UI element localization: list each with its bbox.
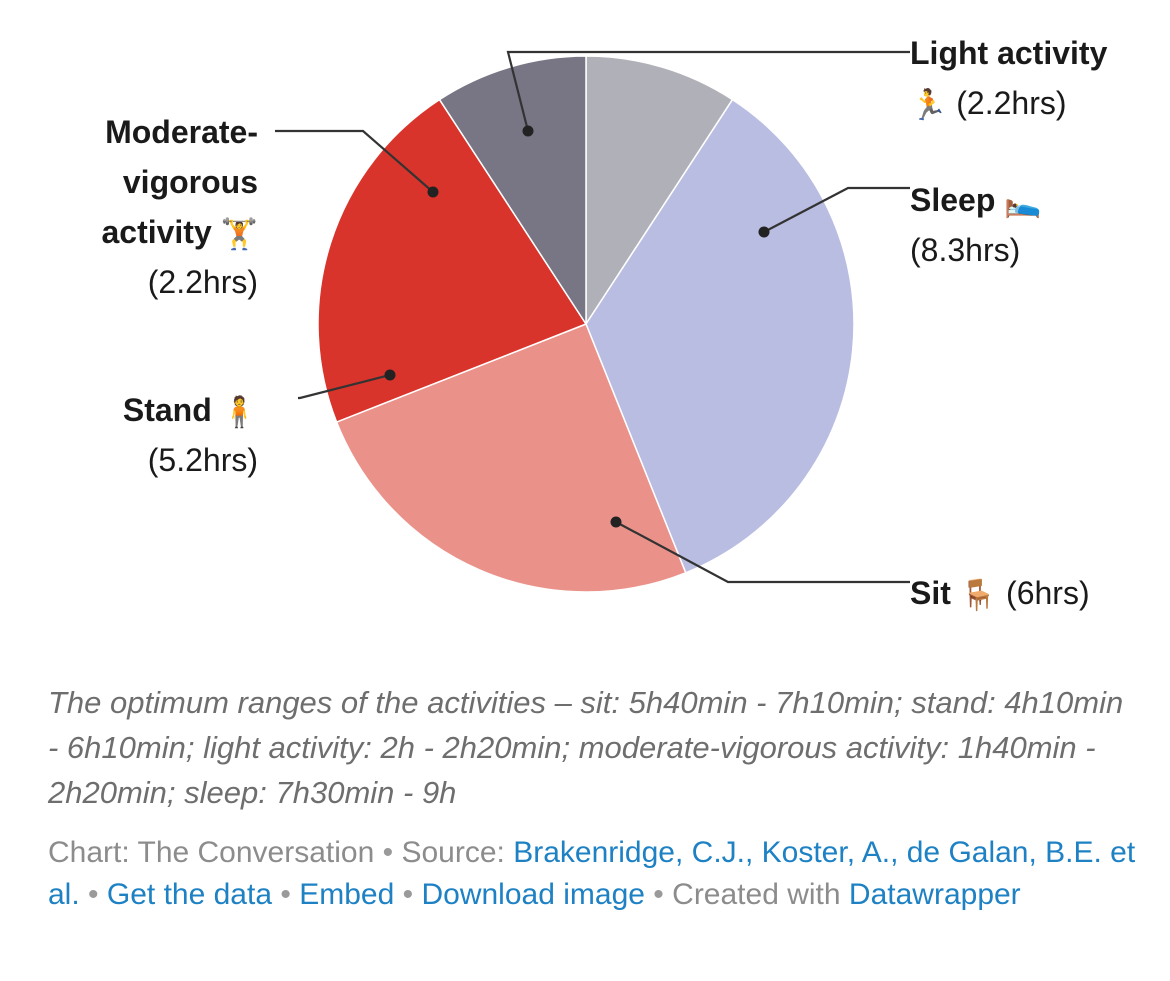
label-stand-value: (5.2hrs) [147, 442, 258, 478]
label-light-activity-name: Light activity [910, 35, 1108, 71]
pie-slice-sleep [585, 98, 855, 574]
footer-source-prefix: Source: [401, 836, 505, 869]
pie-chart-svg [275, 50, 910, 593]
datawrapper-link[interactable]: Datawrapper [848, 878, 1021, 911]
label-moderate-vigorous-line1: Moderate- [105, 114, 258, 150]
leader-dot-stand [384, 369, 396, 381]
footer-separator: • [653, 878, 664, 911]
label-sleep-value: (8.3hrs) [910, 232, 1021, 268]
weight-lifter-icon: 🏋 [220, 216, 258, 252]
label-light-activity: Light activity 🏃 (2.2hrs) [910, 28, 1107, 128]
label-sleep-name: Sleep [910, 182, 996, 218]
label-moderate-vigorous-value: (2.2hrs) [147, 264, 258, 300]
footer-separator: • [88, 878, 99, 911]
download-image-link[interactable]: Download image [421, 878, 645, 911]
label-stand: Stand 🧍 (5.2hrs) [123, 385, 258, 485]
embed-link[interactable]: Embed [299, 878, 395, 911]
label-sit-value: (6hrs) [1006, 575, 1090, 611]
footer-separator: • [402, 878, 414, 911]
footer-separator: • [382, 836, 394, 869]
person-running-icon: 🏃 [910, 87, 948, 123]
label-moderate-vigorous-line2: vigorous [122, 164, 258, 200]
pie-slice-stand [317, 98, 588, 424]
leader-line-sit [615, 521, 910, 584]
chart-footer: Chart: The Conversation • Source: Braken… [48, 832, 1138, 916]
footer-separator: • [280, 878, 291, 911]
person-in-bed-icon: 🛌 [1004, 184, 1042, 220]
label-light-activity-value: (2.2hrs) [956, 85, 1067, 121]
label-moderate-vigorous-line3: activity [101, 214, 212, 250]
get-the-data-link[interactable]: Get the data [106, 878, 273, 911]
chart-caption: The optimum ranges of the activities – s… [48, 685, 1124, 810]
chair-icon: 🪑 [959, 577, 998, 613]
leader-line-sleep [763, 186, 910, 233]
label-sit-name: Sit [910, 575, 951, 611]
leader-line-light-activity [506, 50, 910, 132]
label-moderate-vigorous: Moderate- vigorous activity 🏋 (2.2hrs) [101, 107, 258, 307]
footer-chart-credit: Chart: The Conversation [48, 836, 375, 869]
pie-slice-light-activity [585, 55, 734, 327]
leader-line-moderate-vigorous [275, 129, 434, 193]
person-standing-icon: 🧍 [220, 394, 258, 430]
label-stand-name: Stand [122, 392, 212, 428]
leader-dot-sleep [758, 226, 770, 238]
leader-line-stand [298, 373, 391, 400]
leader-dot-sit [610, 516, 622, 528]
pie-slice-moderate-vigorous [438, 55, 587, 327]
pie-slice-sit [335, 323, 687, 593]
label-sit: Sit 🪑 (6hrs) [910, 568, 1090, 618]
leader-dot-light-activity [522, 125, 534, 137]
pie-chart: Light activity 🏃 (2.2hrs) Sleep 🛌 (8.3hr… [101, 28, 1107, 618]
footer-created-with: Created with [672, 878, 841, 911]
label-sleep: Sleep 🛌 (8.3hrs) [910, 175, 1042, 275]
leader-dot-moderate-vigorous [427, 186, 439, 198]
footer-source-link[interactable]: Brakenridge, C.J., Koster, A., de Galan,… [48, 836, 1136, 911]
